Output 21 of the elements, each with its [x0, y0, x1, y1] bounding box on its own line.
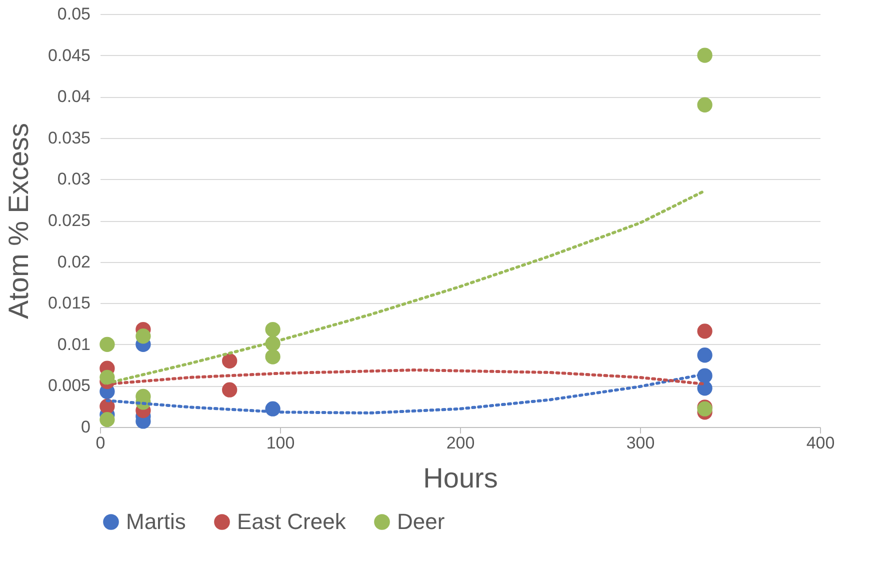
y-tick-label: 0.04 [57, 87, 90, 106]
legend-label: Martis [126, 509, 186, 534]
legend-label: East Creek [237, 509, 347, 534]
x-tick-label: 200 [446, 434, 475, 452]
y-tick-label: 0.01 [57, 334, 90, 354]
x-axis-title: Hours [423, 462, 498, 494]
y-tick-label: 0.05 [57, 4, 90, 24]
x-tick-label: 0 [96, 434, 106, 452]
y-tick-label: 0.005 [48, 376, 90, 396]
x-tick-label: 400 [806, 434, 835, 452]
y-tick-label: 0.025 [48, 211, 90, 230]
x-tick-label: 300 [626, 434, 655, 452]
y-axis-title: Atom % Excess [2, 122, 34, 320]
y-tick-label: 0.03 [57, 170, 90, 189]
y-tick-label: 0.02 [57, 252, 90, 272]
y-tick-label: 0.045 [48, 46, 90, 65]
y-tick-label: 0.035 [48, 128, 90, 148]
y-tick-label: 0 [81, 418, 90, 436]
y-tick-label: 0.015 [48, 294, 90, 313]
legend-label: Deer [397, 509, 445, 534]
x-tick-label: 100 [266, 434, 295, 452]
